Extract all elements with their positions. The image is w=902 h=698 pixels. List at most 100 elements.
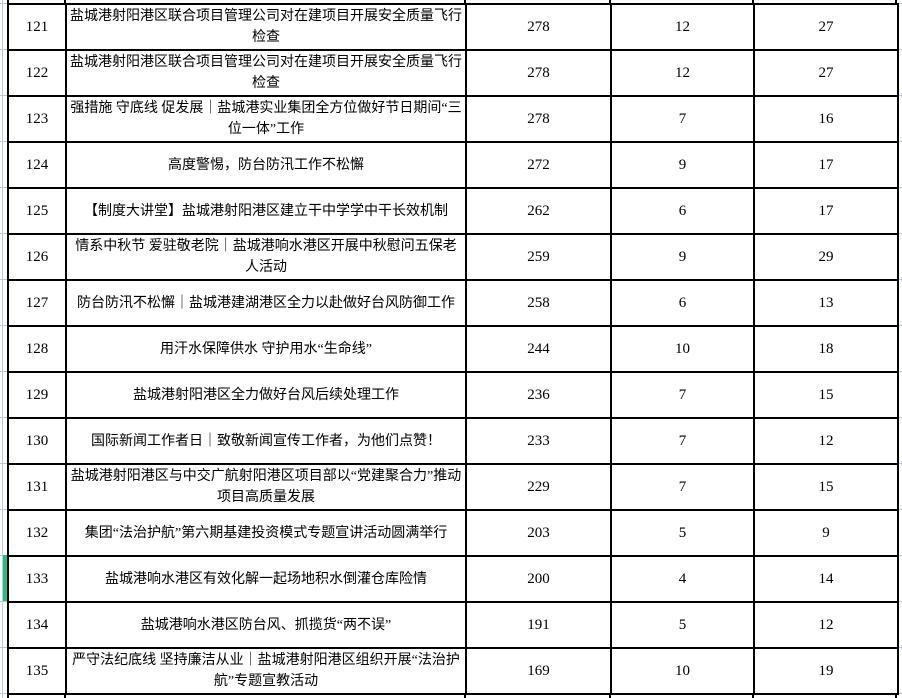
cell-metric-2[interactable]: 5 <box>610 509 755 557</box>
cell-title[interactable]: 情系中秋节 爱驻敬老院｜盐城港响水港区开展中秋慰问五保老人活动 <box>65 233 467 281</box>
grid-border-segment <box>7 693 9 698</box>
table-row[interactable]: 123 强措施 守底线 促发展｜盐城港实业集团全方位做好节日期间“三位一体”工作… <box>7 95 899 143</box>
table-row[interactable]: 128 用汗水保障供水 守护用水“生命线” 244 10 18 <box>7 325 899 373</box>
table-row[interactable]: 134 盐城港响水港区防台风、抓揽货“两不误” 191 5 12 <box>7 601 899 649</box>
cell-metric-1[interactable]: 203 <box>465 509 612 557</box>
cell-title[interactable]: 【制度大讲堂】盐城港射阳港区建立干中学学中干长效机制 <box>65 187 467 235</box>
cell-title[interactable]: 盐城港射阳港区全力做好台风后续处理工作 <box>65 371 467 419</box>
grid-border-segment <box>752 0 754 5</box>
cell-metric-3[interactable]: 29 <box>753 233 899 281</box>
cell-row-number[interactable]: 135 <box>7 647 67 695</box>
cell-metric-1[interactable]: 259 <box>465 233 612 281</box>
selected-row-marker <box>3 555 8 601</box>
grid-border-segment <box>7 0 9 5</box>
grid-border-segment <box>609 0 611 5</box>
cell-metric-3[interactable]: 16 <box>753 95 899 143</box>
cell-metric-2[interactable]: 7 <box>610 417 755 465</box>
table-row[interactable]: 130 国际新闻工作者日｜致敬新闻宣传工作者，为他们点赞！ 233 7 12 <box>7 417 899 465</box>
cell-metric-2[interactable]: 7 <box>610 95 755 143</box>
cell-metric-1[interactable]: 278 <box>465 95 612 143</box>
cell-row-number[interactable]: 128 <box>7 325 67 373</box>
cell-title[interactable]: 严守法纪底线 坚持廉洁从业｜盐城港射阳港区组织开展“法治护航”专题宣教活动 <box>65 647 467 695</box>
cell-row-number[interactable]: 124 <box>7 141 67 189</box>
cell-metric-3[interactable]: 17 <box>753 187 899 235</box>
cell-title[interactable]: 国际新闻工作者日｜致敬新闻宣传工作者，为他们点赞！ <box>65 417 467 465</box>
cell-metric-3[interactable]: 12 <box>753 417 899 465</box>
cell-metric-2[interactable]: 10 <box>610 325 755 373</box>
cell-metric-1[interactable]: 200 <box>465 555 612 603</box>
grid-border-segment <box>464 693 466 698</box>
cell-metric-3[interactable]: 15 <box>753 371 899 419</box>
grid-border-segment <box>64 0 66 5</box>
cell-metric-1[interactable]: 278 <box>465 49 612 97</box>
cell-title[interactable]: 盐城港响水港区有效化解一起场地积水倒灌仓库险情 <box>65 555 467 603</box>
grid-border-segment <box>895 0 897 5</box>
cell-title[interactable]: 盐城港射阳港区联合项目管理公司对在建项目开展安全质量飞行检查 <box>65 3 467 51</box>
cell-metric-1[interactable]: 244 <box>465 325 612 373</box>
cell-row-number[interactable]: 133 <box>7 555 67 603</box>
cell-metric-3[interactable]: 14 <box>753 555 899 603</box>
cell-metric-2[interactable]: 12 <box>610 49 755 97</box>
table-row[interactable]: 121 盐城港射阳港区联合项目管理公司对在建项目开展安全质量飞行检查 278 1… <box>7 3 899 51</box>
cell-metric-1[interactable]: 262 <box>465 187 612 235</box>
cell-metric-1[interactable]: 229 <box>465 463 612 511</box>
cell-row-number[interactable]: 123 <box>7 95 67 143</box>
cell-row-number[interactable]: 121 <box>7 3 67 51</box>
cell-row-number[interactable]: 131 <box>7 463 67 511</box>
table-row[interactable]: 135 严守法纪底线 坚持廉洁从业｜盐城港射阳港区组织开展“法治护航”专题宣教活… <box>7 647 899 695</box>
cell-title[interactable]: 高度警惕，防台防汛工作不松懈 <box>65 141 467 189</box>
cell-title[interactable]: 集团“法治护航”第六期基建投资模式专题宣讲活动圆满举行 <box>65 509 467 557</box>
cell-metric-3[interactable]: 18 <box>753 325 899 373</box>
cell-metric-2[interactable]: 7 <box>610 371 755 419</box>
cell-metric-3[interactable]: 13 <box>753 279 899 327</box>
cell-metric-2[interactable]: 10 <box>610 647 755 695</box>
cell-metric-3[interactable]: 19 <box>753 647 899 695</box>
cell-metric-1[interactable]: 233 <box>465 417 612 465</box>
cell-row-number[interactable]: 125 <box>7 187 67 235</box>
cell-metric-1[interactable]: 191 <box>465 601 612 649</box>
table-row[interactable]: 122 盐城港射阳港区联合项目管理公司对在建项目开展安全质量飞行检查 278 1… <box>7 49 899 97</box>
cell-metric-2[interactable]: 4 <box>610 555 755 603</box>
cell-metric-1[interactable]: 272 <box>465 141 612 189</box>
cell-row-number[interactable]: 127 <box>7 279 67 327</box>
cell-row-number[interactable]: 122 <box>7 49 67 97</box>
cell-title[interactable]: 用汗水保障供水 守护用水“生命线” <box>65 325 467 373</box>
cell-metric-2[interactable]: 6 <box>610 279 755 327</box>
cell-metric-3[interactable]: 9 <box>753 509 899 557</box>
cell-title[interactable]: 强措施 守底线 促发展｜盐城港实业集团全方位做好节日期间“三位一体”工作 <box>65 95 467 143</box>
cell-metric-2[interactable]: 9 <box>610 141 755 189</box>
cell-metric-1[interactable]: 278 <box>465 3 612 51</box>
cell-title[interactable]: 盐城港射阳港区与中交广航射阳港区项目部以“党建聚合力”推动项目高质量发展 <box>65 463 467 511</box>
cell-row-number[interactable]: 130 <box>7 417 67 465</box>
table-row[interactable]: 133 盐城港响水港区有效化解一起场地积水倒灌仓库险情 200 4 14 <box>7 555 899 603</box>
cell-metric-2[interactable]: 12 <box>610 3 755 51</box>
cell-metric-1[interactable]: 169 <box>465 647 612 695</box>
cell-metric-3[interactable]: 27 <box>753 3 899 51</box>
cell-title[interactable]: 盐城港响水港区防台风、抓揽货“两不误” <box>65 601 467 649</box>
cell-title[interactable]: 盐城港射阳港区联合项目管理公司对在建项目开展安全质量飞行检查 <box>65 49 467 97</box>
cell-metric-2[interactable]: 6 <box>610 187 755 235</box>
table-row[interactable]: 125 【制度大讲堂】盐城港射阳港区建立干中学学中干长效机制 262 6 17 <box>7 187 899 235</box>
cell-metric-3[interactable]: 15 <box>753 463 899 511</box>
table-row[interactable]: 129 盐城港射阳港区全力做好台风后续处理工作 236 7 15 <box>7 371 899 419</box>
cell-metric-1[interactable]: 258 <box>465 279 612 327</box>
cell-metric-3[interactable]: 17 <box>753 141 899 189</box>
cell-metric-1[interactable]: 236 <box>465 371 612 419</box>
table-row[interactable]: 127 防台防汛不松懈｜盐城港建湖港区全力以赴做好台风防御工作 258 6 13 <box>7 279 899 327</box>
cell-metric-2[interactable]: 9 <box>610 233 755 281</box>
grid-border-segment <box>609 693 611 698</box>
cell-row-number[interactable]: 129 <box>7 371 67 419</box>
table-row[interactable]: 126 情系中秋节 爱驻敬老院｜盐城港响水港区开展中秋慰问五保老人活动 259 … <box>7 233 899 281</box>
table-row[interactable]: 132 集团“法治护航”第六期基建投资模式专题宣讲活动圆满举行 203 5 9 <box>7 509 899 557</box>
cell-row-number[interactable]: 126 <box>7 233 67 281</box>
cell-metric-3[interactable]: 12 <box>753 601 899 649</box>
cell-metric-2[interactable]: 5 <box>610 601 755 649</box>
cell-row-number[interactable]: 134 <box>7 601 67 649</box>
cell-row-number[interactable]: 132 <box>7 509 67 557</box>
table-row[interactable]: 124 高度警惕，防台防汛工作不松懈 272 9 17 <box>7 141 899 189</box>
table-row[interactable]: 131 盐城港射阳港区与中交广航射阳港区项目部以“党建聚合力”推动项目高质量发展… <box>7 463 899 511</box>
cell-title[interactable]: 防台防汛不松懈｜盐城港建湖港区全力以赴做好台风防御工作 <box>65 279 467 327</box>
cell-metric-2[interactable]: 7 <box>610 463 755 511</box>
cell-metric-3[interactable]: 27 <box>753 49 899 97</box>
